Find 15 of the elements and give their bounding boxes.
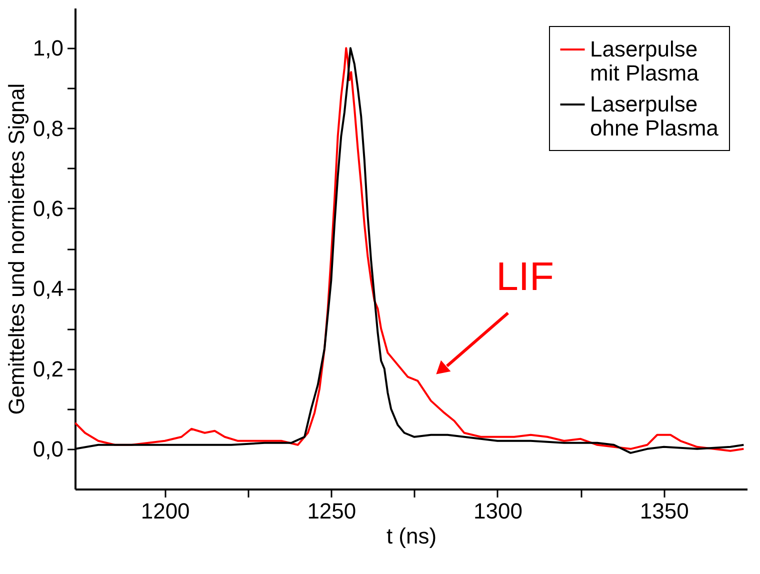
annotation: LIF [496,255,554,299]
x-tick-label: 1350 [640,498,689,524]
x-tick-label: 1250 [307,498,356,524]
y-tick-label: 1,0 [32,36,64,61]
x-axis-title: t (ns) [386,524,437,548]
y-tick-label: 0,0 [32,436,64,462]
x-tick-label: 1200 [140,498,190,524]
y-tick-label: 0,8 [32,116,64,141]
y-tick-label: 0,2 [32,356,64,382]
y-tick-label: 0,6 [32,196,64,221]
y-axis-title: Gemitteltes und normiertes Signal [4,83,29,415]
y-tick-label: 0,4 [32,276,64,302]
legend-label: Laserpulse ohne Plasma [590,92,720,140]
legend-label: Laserpulse mit Plasma [590,36,700,86]
x-tick-label: 1300 [474,498,522,524]
